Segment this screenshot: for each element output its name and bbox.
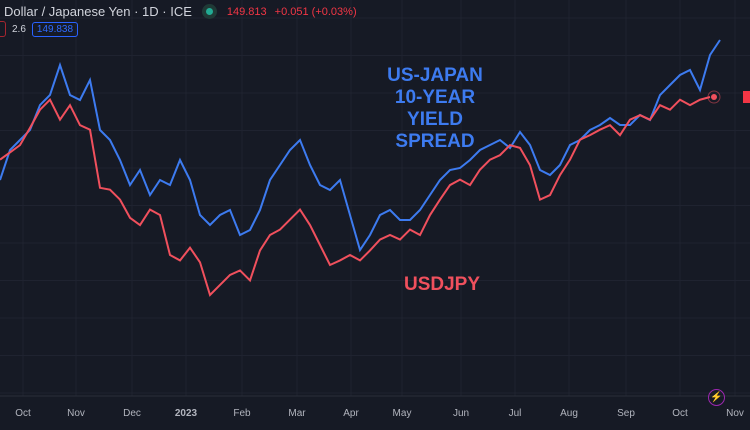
x-tick-label: Sep — [617, 408, 635, 419]
usdjpy-annotation: USDJPY — [404, 274, 481, 295]
x-tick-label: Dec — [123, 408, 141, 419]
price-axis-tag — [743, 91, 750, 103]
spread-series-line — [0, 39, 721, 253]
x-tick-label: Nov — [67, 408, 85, 419]
x-tick-label: Aug — [560, 408, 578, 419]
x-tick-label: Oct — [672, 408, 688, 419]
x-tick-label: May — [392, 408, 412, 419]
chart-legend-header: Dollar / Japanese Yen · 1D · ICE 149.813… — [4, 4, 357, 19]
market-status-icon — [205, 8, 213, 15]
x-tick-label: Jun — [452, 408, 470, 419]
spread-annotation-line: 10-YEAR — [394, 87, 476, 108]
x-tick-label: Feb — [233, 408, 251, 419]
last-price-marker — [707, 90, 721, 104]
x-tick-label: Nov — [726, 408, 744, 419]
spread-annotation-line: YIELD — [407, 109, 463, 130]
x-tick-label: Jul — [508, 408, 522, 419]
spread-annotation-line: US-JAPAN — [387, 65, 483, 86]
spread-annotation: US-JAPAN 10-YEAR YIELD SPREAD — [370, 65, 500, 153]
price-change: +0.051 (+0.03%) — [274, 5, 357, 18]
last-price: 149.813 — [226, 5, 267, 18]
x-tick-label: Oct — [15, 408, 31, 419]
x-tick-label: Mar — [288, 408, 306, 419]
x-tick-label: 2023 — [174, 408, 198, 419]
symbol-title[interactable]: Dollar / Japanese Yen · 1D · ICE — [4, 4, 192, 19]
last-price-dot — [711, 94, 717, 100]
lightning-icon[interactable]: ⚡ — [708, 389, 725, 406]
indicator-legend: 2.6 149.838 — [0, 21, 79, 37]
indicator-value: 2.6 — [12, 23, 26, 35]
spread-annotation-line: SPREAD — [395, 131, 475, 152]
grid — [0, 0, 750, 396]
indicator-price: 149.838 — [31, 21, 79, 37]
usdjpy-series-line — [0, 96, 711, 297]
indicator-color-swatch — [0, 21, 6, 37]
x-tick-label: Apr — [343, 408, 359, 419]
